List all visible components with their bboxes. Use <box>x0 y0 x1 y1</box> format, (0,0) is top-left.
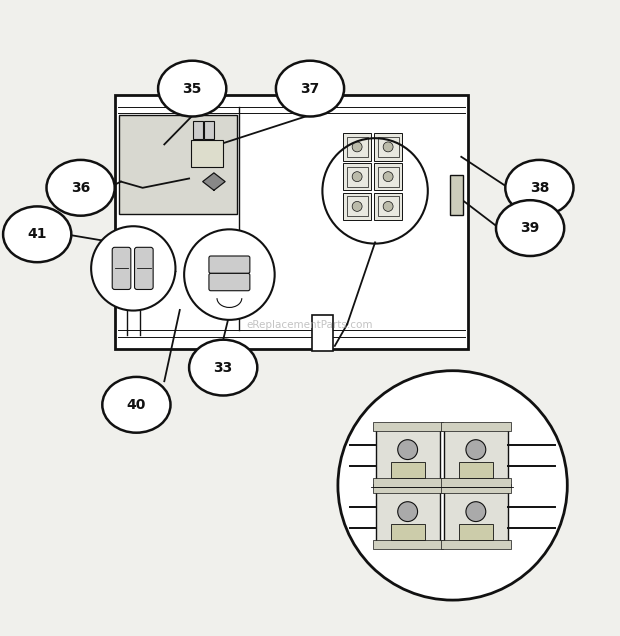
FancyBboxPatch shape <box>112 247 131 289</box>
Ellipse shape <box>276 60 344 116</box>
Circle shape <box>383 142 393 152</box>
FancyBboxPatch shape <box>373 484 443 493</box>
FancyBboxPatch shape <box>459 524 493 540</box>
FancyBboxPatch shape <box>119 114 237 214</box>
Ellipse shape <box>496 200 564 256</box>
Circle shape <box>466 439 486 460</box>
Text: 36: 36 <box>71 181 91 195</box>
FancyBboxPatch shape <box>450 176 463 215</box>
FancyBboxPatch shape <box>373 478 443 487</box>
FancyBboxPatch shape <box>441 422 511 431</box>
FancyBboxPatch shape <box>193 121 203 139</box>
Circle shape <box>383 202 393 211</box>
FancyBboxPatch shape <box>376 489 440 547</box>
Circle shape <box>398 439 418 460</box>
Circle shape <box>352 202 362 211</box>
FancyBboxPatch shape <box>441 540 511 549</box>
Circle shape <box>338 371 567 600</box>
Text: 40: 40 <box>126 398 146 411</box>
FancyBboxPatch shape <box>204 121 214 139</box>
FancyBboxPatch shape <box>191 140 223 167</box>
FancyBboxPatch shape <box>312 315 333 352</box>
Circle shape <box>383 172 393 182</box>
Ellipse shape <box>102 377 170 432</box>
FancyBboxPatch shape <box>391 462 425 478</box>
FancyBboxPatch shape <box>459 462 493 478</box>
Ellipse shape <box>189 340 257 396</box>
FancyBboxPatch shape <box>115 95 468 349</box>
Ellipse shape <box>505 160 574 216</box>
Text: eReplacementParts.com: eReplacementParts.com <box>247 321 373 331</box>
FancyBboxPatch shape <box>374 163 402 190</box>
FancyBboxPatch shape <box>209 273 250 291</box>
FancyBboxPatch shape <box>343 133 371 160</box>
Circle shape <box>352 142 362 152</box>
FancyBboxPatch shape <box>343 193 371 220</box>
Ellipse shape <box>158 60 226 116</box>
Ellipse shape <box>46 160 115 216</box>
Circle shape <box>352 172 362 182</box>
FancyBboxPatch shape <box>376 427 440 485</box>
FancyBboxPatch shape <box>343 163 371 190</box>
Text: 37: 37 <box>300 81 320 95</box>
FancyBboxPatch shape <box>374 193 402 220</box>
FancyBboxPatch shape <box>391 524 425 540</box>
FancyBboxPatch shape <box>135 247 153 289</box>
FancyBboxPatch shape <box>373 540 443 549</box>
Text: 35: 35 <box>182 81 202 95</box>
Ellipse shape <box>3 207 71 262</box>
FancyBboxPatch shape <box>441 478 511 487</box>
FancyBboxPatch shape <box>373 422 443 431</box>
Text: 41: 41 <box>27 227 47 241</box>
FancyBboxPatch shape <box>209 256 250 273</box>
Polygon shape <box>203 173 225 190</box>
Circle shape <box>91 226 175 310</box>
Circle shape <box>466 502 486 522</box>
Circle shape <box>184 230 275 320</box>
Text: 33: 33 <box>213 361 233 375</box>
Circle shape <box>398 502 418 522</box>
FancyBboxPatch shape <box>374 133 402 160</box>
Text: 38: 38 <box>529 181 549 195</box>
FancyBboxPatch shape <box>444 489 508 547</box>
Text: 39: 39 <box>520 221 540 235</box>
FancyBboxPatch shape <box>441 484 511 493</box>
FancyBboxPatch shape <box>444 427 508 485</box>
